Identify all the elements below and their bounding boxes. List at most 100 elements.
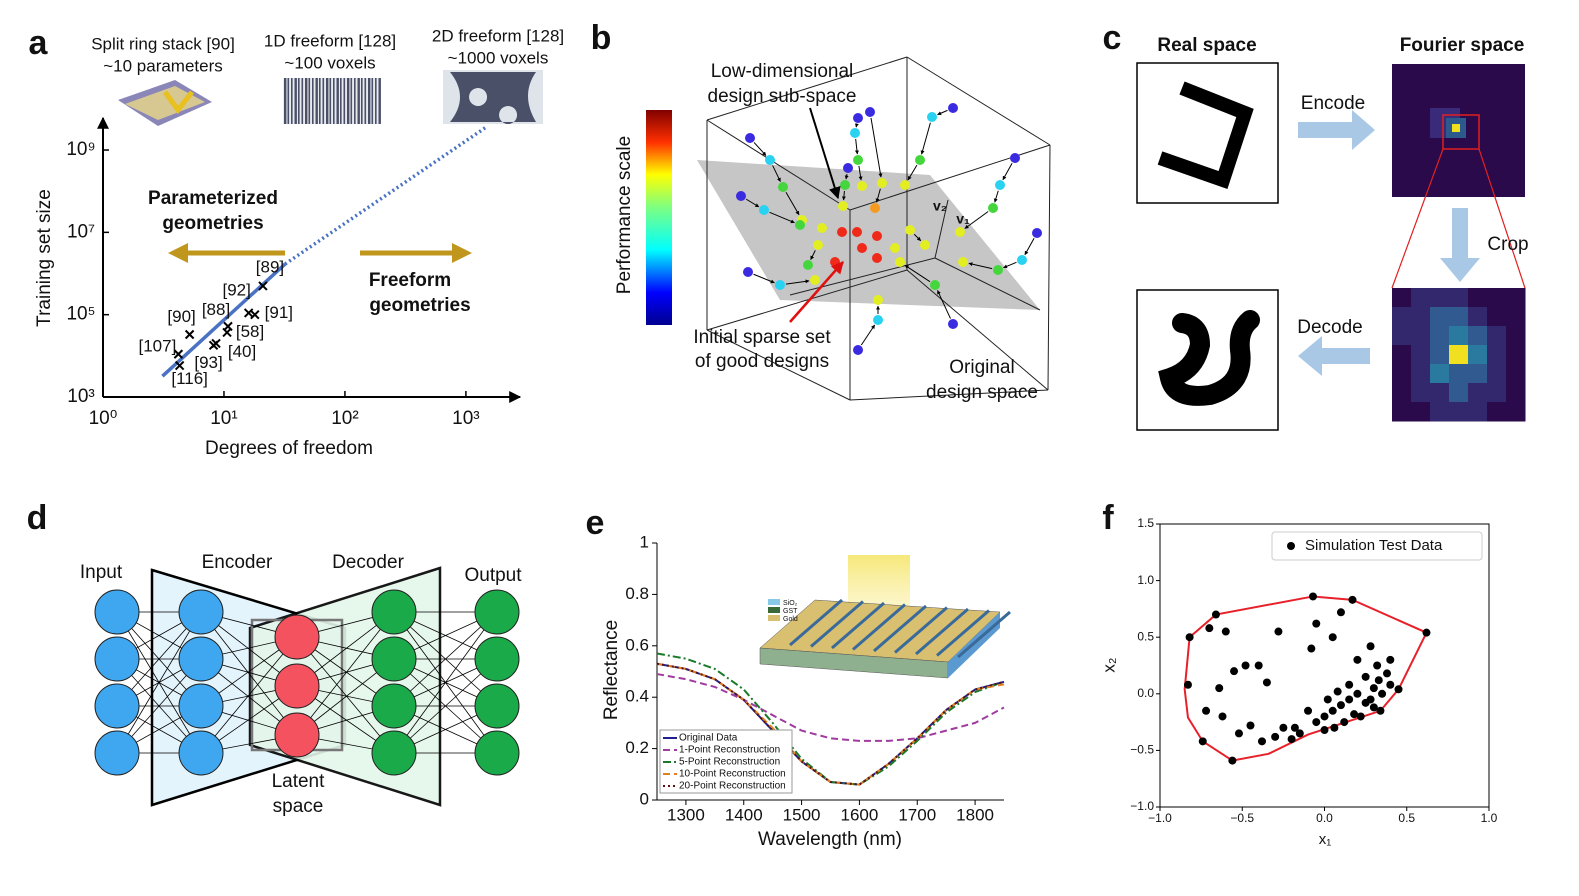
layer-label: Encoder	[202, 552, 273, 573]
move-arrow	[1002, 163, 1013, 181]
design-dot	[873, 295, 883, 305]
design-dot	[765, 155, 775, 165]
move-arrow	[1003, 261, 1017, 269]
fourier-cell	[1430, 345, 1450, 365]
cube-edge	[906, 269, 1049, 391]
x-tick-label: 0.5	[1398, 811, 1415, 825]
move-arrow	[907, 164, 918, 181]
fourier-cell	[1506, 383, 1526, 403]
column-title: Real space	[1157, 35, 1256, 56]
point	[1312, 718, 1321, 727]
point	[1336, 608, 1345, 617]
step-label: Encode	[1301, 93, 1365, 114]
fourier-cell	[1506, 364, 1526, 384]
inset-stripe	[810, 600, 864, 648]
connection	[296, 636, 395, 754]
y-tick-label: 0.4	[625, 687, 649, 706]
annotation: of good designs	[695, 351, 829, 372]
point	[1228, 756, 1237, 765]
design-dot	[905, 225, 915, 235]
point	[1230, 667, 1239, 676]
thumb-1d-stripe	[357, 78, 360, 124]
real-image	[1136, 289, 1279, 431]
cube-edge	[706, 329, 851, 401]
inset-stripe	[831, 601, 885, 650]
series-line	[656, 662, 1005, 786]
fourier-cell	[1392, 364, 1412, 384]
point	[1373, 661, 1382, 670]
y-tick-label: −0.5	[1130, 743, 1154, 757]
x-tick-label: −1.0	[1148, 811, 1172, 825]
move-arrow	[860, 324, 876, 346]
legend-label: Original Data	[679, 733, 738, 744]
thumb-1d-stripe	[287, 78, 290, 124]
move-arrow	[841, 190, 846, 201]
move-arrow	[937, 290, 951, 319]
fourier-cell	[1487, 307, 1507, 327]
point-label: [90]	[167, 307, 195, 326]
move-arrow	[1024, 238, 1035, 256]
thumb-1d	[283, 78, 381, 124]
thumb-1d-stripe	[312, 78, 314, 124]
inset-key	[768, 615, 780, 621]
fourier-cell	[1430, 364, 1450, 384]
fourier-cell	[1392, 383, 1412, 403]
inset-stripe	[852, 603, 906, 651]
point	[1257, 737, 1266, 746]
point	[1287, 735, 1296, 744]
move-arrow	[785, 279, 810, 285]
crop-box	[1442, 114, 1480, 150]
move-arrow	[875, 188, 881, 203]
design-dot	[817, 223, 827, 233]
inset-stripe	[873, 604, 927, 653]
panel-label: e	[586, 504, 605, 542]
fourier-cell	[1392, 345, 1412, 365]
point	[173, 349, 184, 359]
fourier-cell	[1411, 364, 1431, 384]
y-tick-label: 0.6	[625, 635, 649, 654]
fourier-cell	[1506, 402, 1526, 422]
design-dot	[895, 257, 905, 267]
real-shape	[1158, 310, 1260, 406]
design-dot	[775, 280, 785, 290]
design-dot	[900, 180, 910, 190]
design-dot	[948, 319, 958, 329]
neuron	[474, 683, 520, 729]
thumb-1d-stripe	[294, 78, 297, 124]
x-tick-label: 1700	[898, 805, 936, 824]
design-dot	[958, 257, 968, 267]
connection	[200, 636, 298, 754]
thumb-split-ring	[162, 90, 194, 115]
inset-key	[768, 599, 780, 605]
fourier-cell	[1468, 383, 1488, 403]
point	[258, 281, 268, 291]
x-tick-label: 1300	[667, 805, 705, 824]
x-tick-label: 1.0	[1481, 811, 1498, 825]
neuron	[371, 730, 417, 776]
fourier-cell	[1430, 326, 1450, 346]
point	[1369, 684, 1378, 693]
design-dot	[1017, 255, 1027, 265]
point-label: [89]	[256, 257, 284, 276]
connection	[200, 611, 298, 736]
point	[1202, 706, 1211, 715]
step-label: Decode	[1297, 317, 1363, 338]
thumb-1d	[283, 78, 381, 124]
neuron	[474, 636, 520, 682]
point	[1241, 661, 1250, 670]
real-shape	[1157, 81, 1254, 189]
inset-stripe	[789, 598, 843, 647]
move-arrow	[844, 173, 849, 180]
x-tick-label: 10²	[331, 408, 358, 429]
fourier-cell	[1449, 326, 1469, 346]
design-dot	[857, 181, 867, 191]
move-arrow	[913, 233, 922, 242]
point	[250, 309, 260, 320]
legend-label: Simulation Test Data	[1305, 537, 1443, 554]
design-dot	[857, 243, 867, 253]
move-arrow	[858, 165, 863, 181]
thumb-1d-stripe	[340, 78, 342, 124]
layer-label: Input	[80, 562, 123, 583]
panel-label: c	[1103, 19, 1122, 57]
